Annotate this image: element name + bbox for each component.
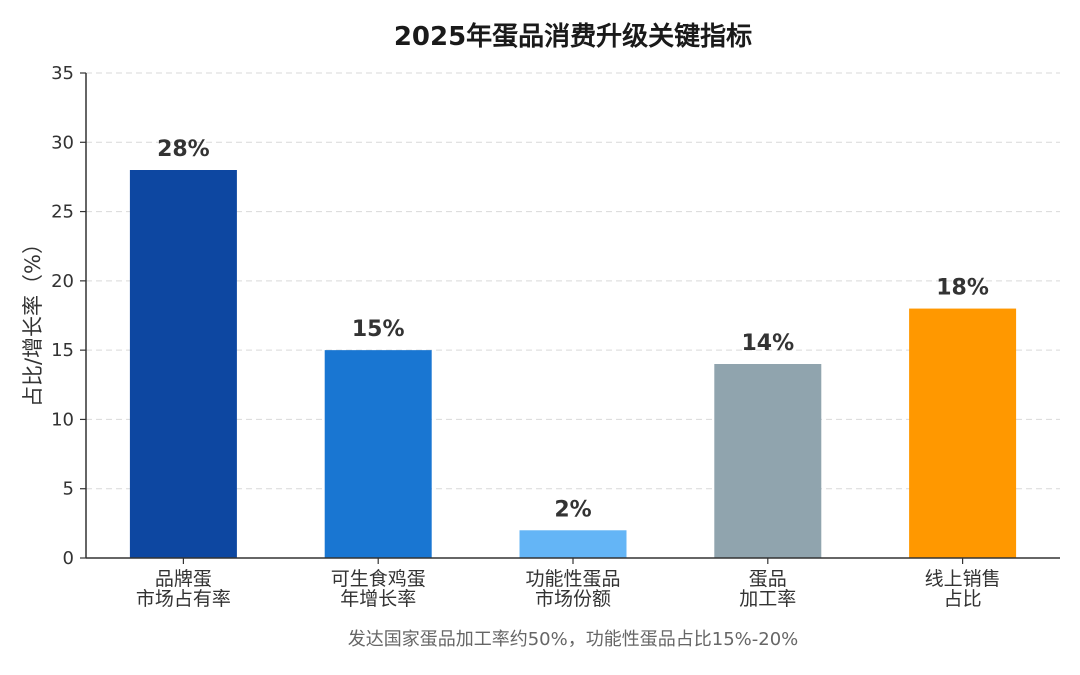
bar xyxy=(129,170,237,558)
x-tick-label: 市场占有率 xyxy=(136,588,231,610)
y-axis-label: 占比/增长率（%） xyxy=(21,233,45,407)
y-tick-label: 35 xyxy=(51,63,74,84)
y-tick-label: 20 xyxy=(51,271,74,292)
x-tick-label: 市场份额 xyxy=(535,588,611,610)
data-label: 15% xyxy=(352,317,405,342)
y-tick-label: 30 xyxy=(51,132,74,153)
gridlines xyxy=(86,72,1060,490)
y-tick-label: 0 xyxy=(63,548,74,569)
bar xyxy=(324,350,432,558)
y-tick-label: 25 xyxy=(51,202,74,223)
y-tick-label: 15 xyxy=(51,340,74,361)
x-tick-label: 加工率 xyxy=(739,588,796,610)
data-label: 28% xyxy=(157,137,210,162)
x-tick-label: 蛋品 xyxy=(749,568,787,590)
bar xyxy=(714,364,822,558)
chart-title: 2025年蛋品消费升级关键指标 xyxy=(394,21,752,52)
data-label: 2% xyxy=(554,497,591,522)
data-label: 14% xyxy=(741,331,794,356)
x-tick-label: 品牌蛋 xyxy=(155,568,212,590)
axes: 0 5 10 15 20 25 30 35 xyxy=(51,63,1060,569)
x-tick-label: 占比 xyxy=(944,588,982,610)
x-tick-label: 功能性蛋品 xyxy=(525,568,620,590)
x-tick-label: 线上销售 xyxy=(925,568,1001,590)
x-tick-label: 可生食鸡蛋 xyxy=(331,568,426,590)
data-label: 18% xyxy=(936,276,989,301)
y-tick-label: 5 xyxy=(63,479,74,500)
bar xyxy=(909,308,1017,558)
y-tick-label: 10 xyxy=(51,409,74,430)
bars xyxy=(129,170,1017,558)
bar xyxy=(519,530,627,558)
x-tick-label: 年增长率 xyxy=(340,588,416,610)
chart-footnote: 发达国家蛋品加工率约50%，功能性蛋品占比15%-20% xyxy=(348,629,799,650)
